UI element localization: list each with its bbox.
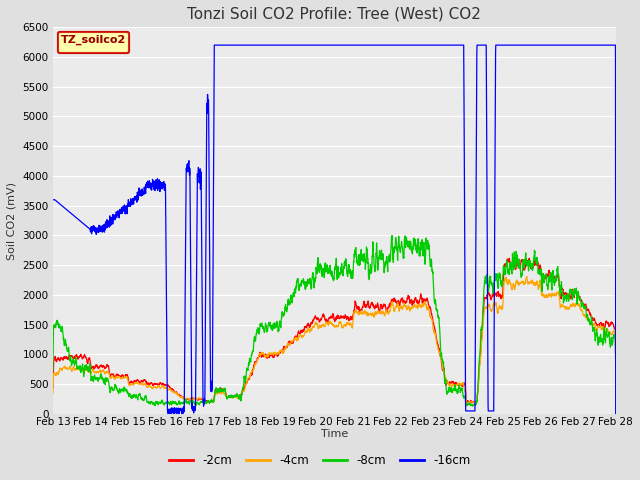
Legend: -2cm, -4cm, -8cm, -16cm: -2cm, -4cm, -8cm, -16cm xyxy=(164,449,476,472)
X-axis label: Time: Time xyxy=(321,430,348,440)
Title: Tonzi Soil CO2 Profile: Tree (West) CO2: Tonzi Soil CO2 Profile: Tree (West) CO2 xyxy=(188,7,481,22)
Legend:  xyxy=(58,32,129,53)
Y-axis label: Soil CO2 (mV): Soil CO2 (mV) xyxy=(7,181,17,260)
